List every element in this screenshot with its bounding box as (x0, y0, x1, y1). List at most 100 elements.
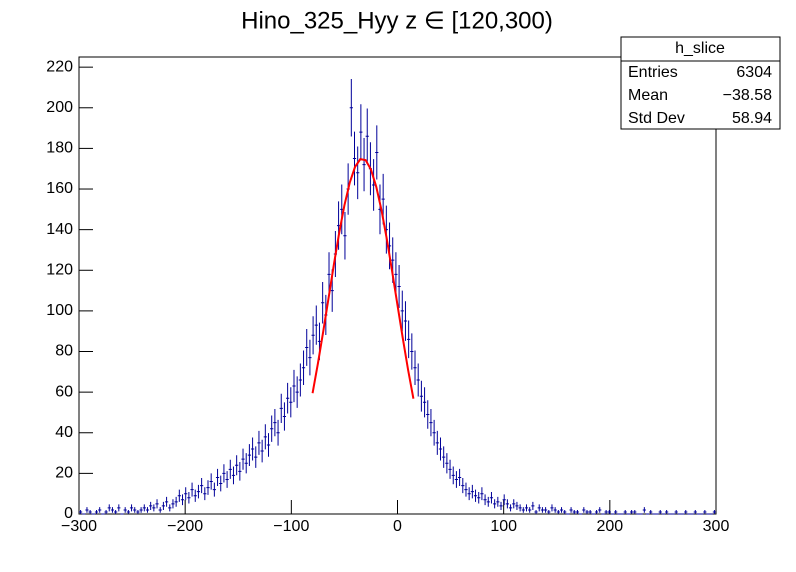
histogram-bin (359, 104, 363, 160)
y-tick-label: 120 (46, 261, 73, 278)
fit-curve (311, 158, 415, 399)
histogram-bin (464, 482, 468, 497)
histogram-bin (521, 507, 525, 513)
histogram-bin (547, 509, 551, 514)
histogram-bin (260, 439, 264, 463)
histogram-bin (642, 507, 646, 513)
y-tick-label: 200 (46, 99, 73, 116)
histogram-bin (684, 509, 688, 514)
histogram-bin (607, 509, 611, 514)
histogram-bin (575, 509, 580, 514)
histogram-bin (508, 504, 513, 512)
y-tick-label: 220 (46, 58, 73, 75)
histogram-bin (174, 496, 178, 507)
histogram-bin (139, 507, 143, 513)
y-tick-label: 160 (46, 180, 73, 197)
x-tick-label: 300 (703, 518, 730, 535)
histogram-bin (244, 453, 248, 474)
histogram-bin (349, 79, 353, 137)
histogram-bin (200, 477, 204, 494)
histogram-bin (448, 459, 452, 479)
histogram-bin (528, 507, 532, 513)
histogram-bin (458, 468, 462, 487)
histogram-bin (289, 387, 293, 418)
histogram-bin (572, 509, 576, 514)
histogram-bin (375, 125, 379, 180)
histogram-bin (321, 282, 325, 324)
histogram-bin (222, 464, 226, 483)
histogram-bin (470, 484, 474, 499)
histogram-bin (286, 382, 290, 414)
histogram-bin (104, 509, 108, 514)
x-tick-label: 0 (393, 518, 402, 535)
stats-title: h_slice (675, 40, 725, 57)
histogram-bin (203, 487, 207, 501)
histogram-bin (445, 453, 449, 474)
histogram-bin (247, 444, 251, 467)
histogram-bin (416, 363, 420, 397)
histogram-bin (512, 499, 516, 509)
histogram-bin (209, 473, 213, 490)
histogram-bin (569, 507, 573, 513)
histogram-bin (451, 466, 455, 485)
histogram-bin (126, 509, 130, 514)
histogram-bin (235, 455, 239, 476)
histogram-bin (556, 509, 560, 514)
histogram-bin (298, 363, 302, 397)
histogram-bin (633, 509, 637, 514)
x-tick-label: 100 (490, 518, 517, 535)
histogram-bin (499, 501, 503, 510)
histogram-bin (534, 509, 538, 514)
histogram-bin (403, 301, 408, 341)
histogram-bin (649, 509, 653, 514)
histogram-bin (145, 507, 150, 513)
histogram-bin (614, 509, 618, 514)
histogram-bin (129, 504, 134, 512)
histogram-bin (432, 419, 436, 446)
histogram-bin (206, 480, 210, 495)
histogram-bin (314, 305, 318, 345)
histogram-bin (588, 509, 592, 514)
stats-label: Entries (628, 64, 678, 81)
y-tick-label: 60 (55, 383, 73, 400)
histogram-bin (413, 350, 417, 385)
histogram-bin (257, 430, 261, 455)
histogram-bin (114, 509, 118, 514)
histogram-bin (467, 487, 471, 501)
histogram-bin (493, 499, 497, 509)
histogram-bin (486, 496, 490, 507)
histogram-bin (161, 501, 165, 510)
y-tick-label: 0 (64, 505, 73, 522)
histogram-bin (531, 501, 535, 510)
stats-frame (620, 36, 781, 130)
histogram-bin (630, 509, 634, 514)
histogram-bin (429, 408, 433, 437)
histogram-bin (397, 265, 401, 309)
chart-title: Hino_325_Hyy z ∈ [120,300) (241, 7, 553, 34)
histogram-bin (410, 333, 414, 370)
histogram-bin (184, 487, 188, 501)
histogram-bin (231, 466, 236, 485)
histogram-bin (187, 492, 191, 504)
histogram-bin (225, 471, 229, 488)
histogram-bin (461, 477, 465, 494)
histogram-bin (582, 507, 586, 513)
histogram-bin (107, 504, 111, 512)
x-tick-label: −300 (61, 518, 97, 535)
histogram-bin (180, 494, 185, 506)
histogram-bin (438, 437, 443, 461)
histogram-bin (540, 507, 545, 513)
histogram-bin (553, 507, 557, 513)
histogram-bin (712, 509, 716, 514)
histogram-bin (295, 376, 299, 408)
histogram-bin (142, 504, 146, 512)
histogram-bin (279, 393, 283, 424)
histogram-bin (273, 408, 277, 437)
histogram-bin (442, 446, 446, 468)
histogram-bin (215, 468, 220, 487)
histogram-bin (123, 507, 127, 513)
histogram-bin (594, 509, 599, 514)
histogram-bin (585, 509, 589, 514)
histogram-bin (292, 369, 296, 403)
histogram-bin (164, 496, 169, 507)
